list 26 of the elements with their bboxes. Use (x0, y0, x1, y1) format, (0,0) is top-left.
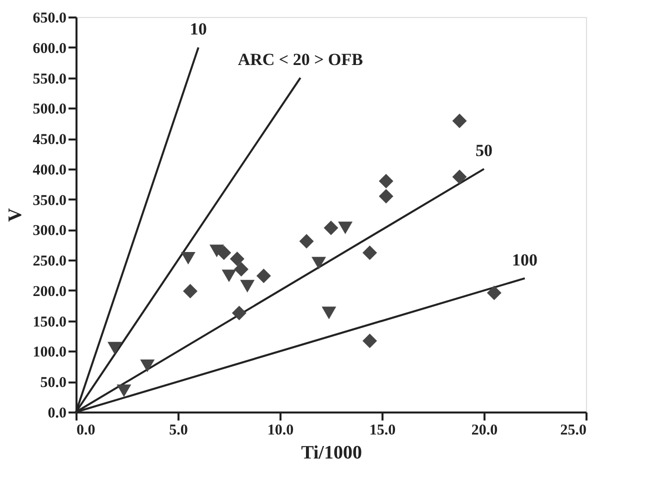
y-tick-label: 450.0 (32, 132, 66, 148)
y-tick-label: 50.0 (40, 375, 66, 392)
y-tick-label: 650.0 (32, 10, 66, 26)
y-axis-title: V (4, 208, 26, 222)
series-label: 10 (190, 19, 207, 38)
y-tick-label: 500.0 (32, 102, 66, 118)
x-tick-label: 5.0 (169, 422, 188, 438)
y-tick-label: 400.0 (32, 162, 66, 178)
x-tick-label: 0.0 (76, 422, 96, 438)
x-tick-label: 25.0 (560, 422, 586, 438)
y-tick-label: 600.0 (32, 40, 66, 57)
series-label: ARC < 20 > OFB (238, 50, 363, 69)
series-label: 100 (512, 250, 538, 270)
y-tick-label: 200.0 (32, 284, 66, 300)
x-axis-title: Ti/1000 (301, 442, 362, 464)
x-tick-label: 15.0 (369, 422, 396, 438)
y-tick-label: 0.0 (48, 406, 66, 422)
y-tick-label: 150.0 (32, 314, 66, 330)
x-tick-label: 10.0 (267, 422, 294, 438)
y-tick-label: 300.0 (32, 223, 66, 240)
x-tick-label: 20.0 (471, 422, 498, 438)
y-tick-label: 550.0 (32, 71, 66, 88)
y-tick-label: 100.0 (32, 344, 66, 361)
series-label: 50 (476, 140, 492, 160)
y-tick-label: 350.0 (32, 192, 66, 209)
y-tick-label: 250.0 (32, 254, 66, 270)
